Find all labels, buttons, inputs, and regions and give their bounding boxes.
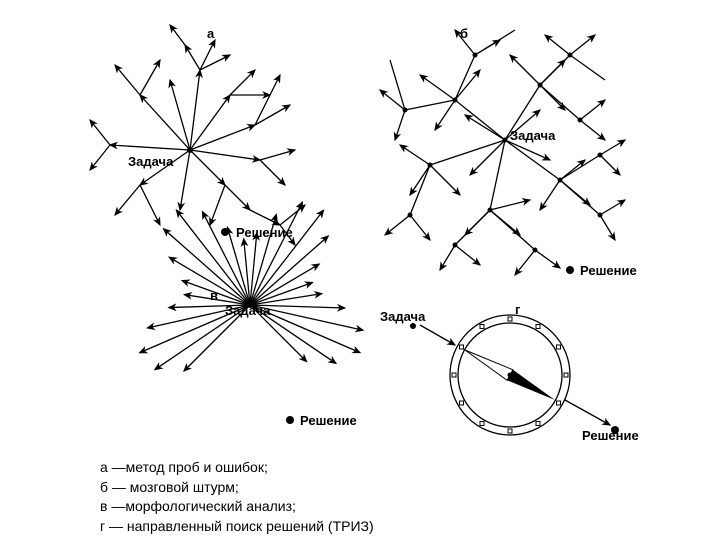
panel-v-title: в xyxy=(210,288,218,303)
panel-a-title: а xyxy=(207,26,214,41)
caption-line-3: в —морфологический анализ; xyxy=(100,497,374,517)
panel-b-title: б xyxy=(460,26,468,41)
caption-line-4: г — направленный поиск решений (ТРИЗ) xyxy=(100,517,374,537)
diagram-container: а Задача Решение б Задача Решение в Зада… xyxy=(0,0,720,540)
caption-block: а —метод проб и ошибок; б — мозговой шту… xyxy=(100,458,374,536)
caption-line-2: б — мозговой штурм; xyxy=(100,478,374,498)
panel-a-task: Задача xyxy=(128,154,173,169)
panel-b-graphics xyxy=(380,30,625,275)
panel-g-graphics xyxy=(410,315,619,435)
panel-g-task: Задача xyxy=(380,309,425,324)
panel-a-solution: Решение xyxy=(236,225,293,240)
caption-line-1: а —метод проб и ошибок; xyxy=(100,458,374,478)
panel-g-solution: Решение xyxy=(582,428,639,443)
panel-v-solution: Решение xyxy=(300,413,357,428)
panel-b-task: Задача xyxy=(510,128,555,143)
panel-a-graphics xyxy=(90,25,305,245)
panel-g-title: г xyxy=(515,302,520,317)
panel-v-task: Задача xyxy=(225,303,270,318)
panel-b-solution: Решение xyxy=(580,263,637,278)
